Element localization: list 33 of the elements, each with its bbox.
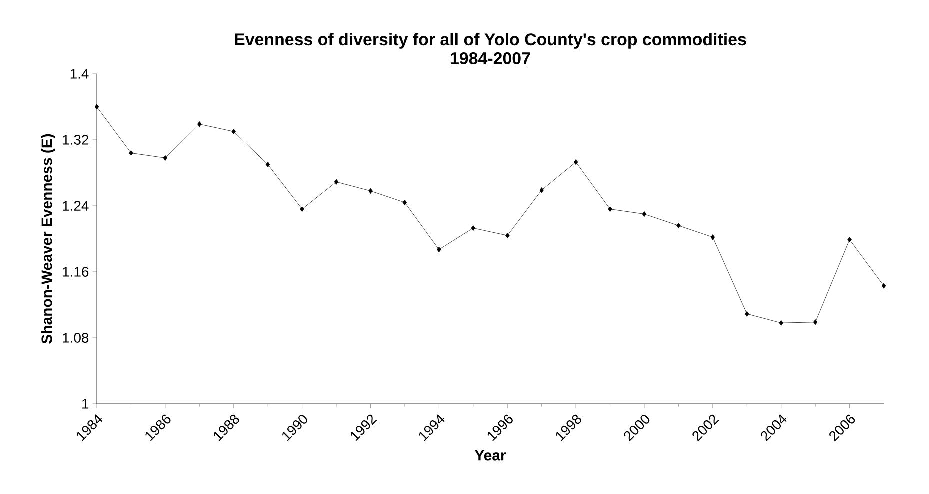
y-tick-label: 1.16: [63, 267, 89, 277]
point: [574, 159, 578, 166]
point: [471, 225, 476, 232]
point: [266, 162, 270, 168]
point: [848, 237, 852, 243]
point: [163, 155, 168, 161]
point: [779, 320, 784, 326]
x-axis-title: Year: [474, 450, 506, 461]
point: [744, 311, 750, 317]
point: [608, 206, 612, 212]
y-tick-label: 1.32: [63, 135, 89, 145]
point: [505, 232, 510, 238]
y-axis-title: Shanon-Weaver Evenness (E): [41, 134, 56, 344]
point: [710, 234, 716, 240]
point: [129, 150, 134, 156]
point: [198, 122, 202, 128]
point: [300, 206, 304, 212]
chart-title: Evenness of diversity for all of Yolo County's crop commodities: [235, 33, 746, 49]
chart-subtitle: 1984-2007: [451, 52, 530, 65]
point: [334, 179, 339, 185]
point: [94, 104, 100, 110]
point: [368, 188, 373, 194]
point: [232, 128, 236, 135]
point: [642, 211, 647, 218]
y-tick-label: 1.08: [63, 333, 89, 343]
point: [813, 320, 818, 326]
y-tick-label: 1.4: [70, 69, 89, 79]
point: [676, 223, 681, 229]
y-tick-label: 1: [82, 399, 89, 409]
y-tick-label: 1.24: [63, 201, 89, 211]
point: [402, 200, 408, 206]
point: [540, 188, 544, 194]
point: [882, 283, 886, 289]
